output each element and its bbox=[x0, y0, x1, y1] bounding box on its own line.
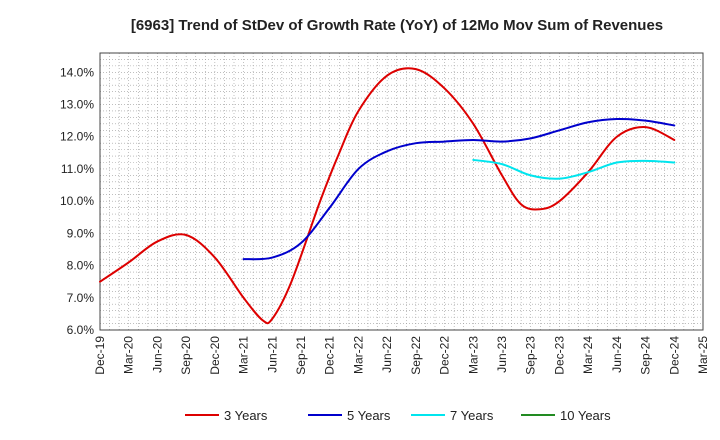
series-layer bbox=[99, 67, 676, 325]
x-tick-label: Jun-20 bbox=[150, 336, 164, 373]
legend-item-7-years: 7 Years bbox=[411, 408, 494, 423]
y-tick-label: 8.0% bbox=[67, 259, 95, 273]
x-tick-label: Sep-22 bbox=[409, 336, 423, 375]
legend-label: 3 Years bbox=[224, 408, 268, 423]
x-tick-label: Dec-21 bbox=[323, 336, 337, 375]
x-tick-label: Mar-21 bbox=[237, 336, 251, 374]
x-tick-label: Jun-24 bbox=[610, 336, 624, 373]
legend-item-10-years: 10 Years bbox=[521, 408, 611, 423]
legend-label: 5 Years bbox=[347, 408, 391, 423]
legend-label: 7 Years bbox=[450, 408, 494, 423]
plot-frame bbox=[99, 52, 704, 331]
x-tick-label: Dec-24 bbox=[667, 336, 681, 375]
x-tick-label: Mar-20 bbox=[122, 336, 136, 374]
x-tick-label: Mar-23 bbox=[466, 336, 480, 374]
x-axis-tick-labels: Dec-19 Mar-20 Jun-20 Sep-20 Dec-20 Mar-21 Jun-… bbox=[93, 336, 710, 375]
y-tick-label: 13.0% bbox=[60, 98, 94, 112]
x-tick-label: Mar-25 bbox=[696, 336, 710, 374]
plot-area bbox=[100, 53, 703, 330]
series-line-5-years bbox=[242, 117, 676, 261]
y-tick-label: 7.0% bbox=[67, 291, 95, 305]
x-tick-label: Dec-23 bbox=[552, 336, 566, 375]
x-tick-label: Mar-24 bbox=[581, 336, 595, 374]
y-axis-tick-labels: 6.0% 7.0% 8.0% 9.0% 10.0% 11.0% 12.0% 13.0% 14.0… bbox=[60, 65, 94, 337]
series-line-7-years bbox=[472, 158, 676, 180]
series-line-3-years bbox=[99, 67, 676, 325]
x-tick-label: Mar-22 bbox=[351, 336, 365, 374]
y-tick-label: 9.0% bbox=[67, 226, 95, 240]
legend: 3 Years 5 Years 7 Years 10 Years bbox=[185, 408, 611, 423]
y-tick-label: 10.0% bbox=[60, 194, 94, 208]
x-tick-label: Sep-21 bbox=[294, 336, 308, 375]
x-tick-label: Jun-22 bbox=[380, 336, 394, 373]
x-tick-label: Sep-20 bbox=[179, 336, 193, 375]
x-tick-label: Dec-22 bbox=[438, 336, 452, 375]
x-tick-label: Dec-19 bbox=[93, 336, 107, 375]
x-tick-label: Dec-20 bbox=[208, 336, 222, 375]
chart-title: [6963] Trend of StDev of Growth Rate (Yo… bbox=[131, 17, 663, 34]
grid-layer bbox=[100, 53, 703, 330]
legend-item-3-years: 3 Years bbox=[185, 408, 268, 423]
legend-label: 10 Years bbox=[560, 408, 611, 423]
y-tick-label: 12.0% bbox=[60, 130, 94, 144]
x-tick-label: Sep-23 bbox=[524, 336, 538, 375]
y-tick-label: 6.0% bbox=[67, 323, 95, 337]
x-tick-label: Sep-24 bbox=[639, 336, 653, 375]
legend-item-5-years: 5 Years bbox=[308, 408, 391, 423]
x-tick-label: Jun-21 bbox=[265, 336, 279, 373]
x-tick-label: Jun-23 bbox=[495, 336, 509, 373]
y-tick-label: 11.0% bbox=[61, 162, 94, 176]
y-tick-label: 14.0% bbox=[60, 65, 94, 79]
